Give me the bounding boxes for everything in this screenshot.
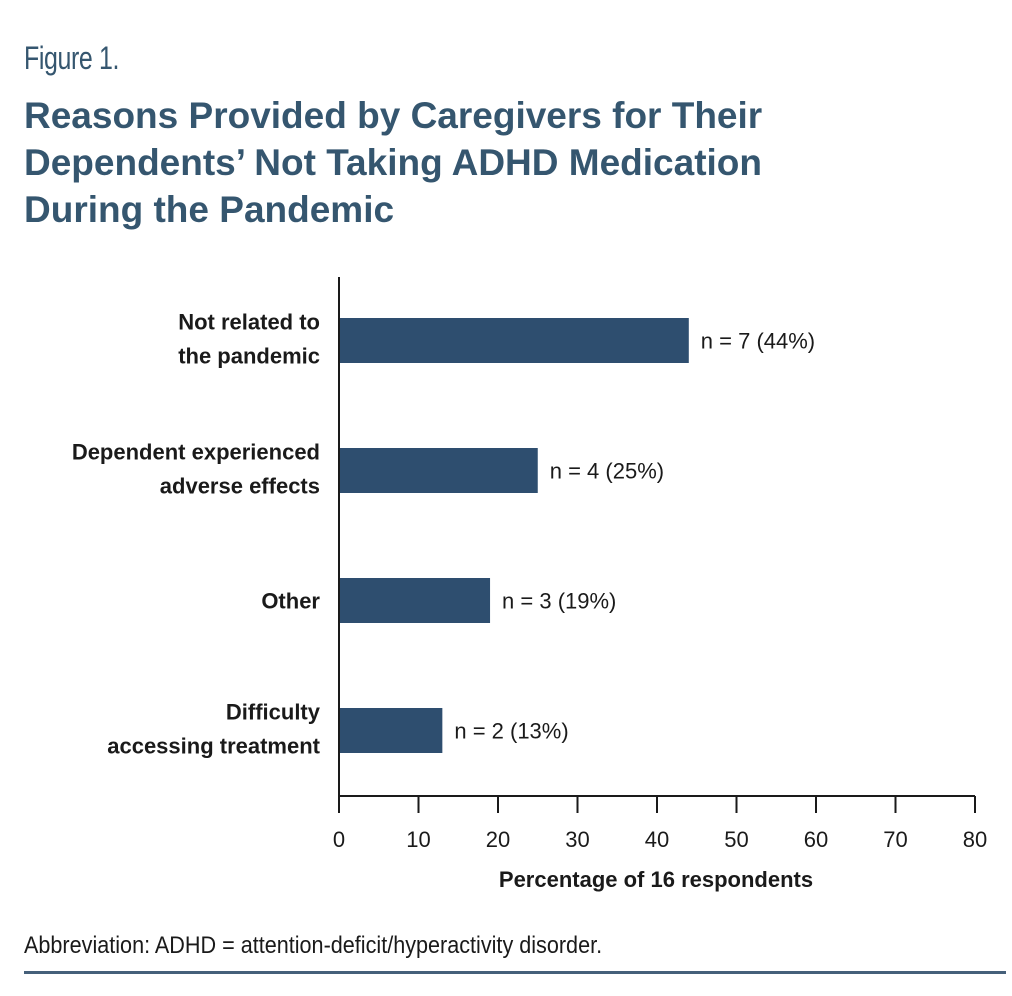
x-tick-label: 40 [645,827,669,852]
x-tick-label: 60 [804,827,828,852]
x-tick-label: 70 [883,827,907,852]
category-label: accessing treatment [107,734,320,759]
title-line: During the Pandemic [24,189,395,230]
figure-title: Reasons Provided by Caregivers for Their… [24,92,984,233]
bar [340,448,538,493]
data-label: n = 3 (19%) [502,589,616,614]
category-label: Dependent experienced [72,440,320,465]
category-label: the pandemic [178,344,320,369]
category-label: Not related to [178,310,320,335]
x-tick-label: 0 [333,827,345,852]
x-tick-label: 80 [963,827,987,852]
x-tick-label: 10 [406,827,430,852]
bar [340,708,443,753]
category-label: Difficulty [226,700,321,725]
x-axis-title: Percentage of 16 respondents [499,867,813,892]
data-label: n = 7 (44%) [701,329,815,354]
bar [340,578,491,623]
title-line: Dependents’ Not Taking ADHD Medication [24,142,762,183]
data-label: n = 2 (13%) [454,719,568,744]
category-label: Other [261,589,320,614]
x-tick-label: 50 [724,827,748,852]
footer-rule [24,971,1006,974]
bar [340,318,689,363]
data-label: n = 4 (25%) [550,459,664,484]
figure-label: Figure 1. [24,40,119,76]
footnote: Abbreviation: ADHD = attention-deficit/h… [24,932,603,959]
category-label: adverse effects [160,474,320,499]
title-line: Reasons Provided by Caregivers for Their [24,95,763,136]
x-tick-label: 20 [486,827,510,852]
x-tick-label: 30 [565,827,589,852]
